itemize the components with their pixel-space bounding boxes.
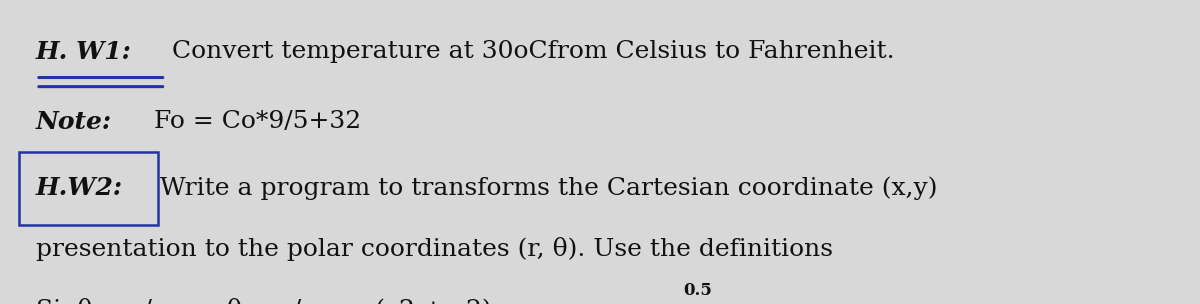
Text: Note:: Note: [36, 110, 112, 133]
Text: H.W2:: H.W2: [36, 177, 124, 200]
Text: presentation to the polar coordinates (r, θ). Use the definitions: presentation to the polar coordinates (r… [36, 237, 833, 261]
Text: 0.5: 0.5 [683, 282, 712, 299]
Text: H. W1:: H. W1: [36, 40, 132, 64]
Text: Convert temperature at 30oC​from Celsius to Fahrenheit.: Convert temperature at 30oC​from Celsius… [172, 40, 894, 63]
Text: Fo = Co*9/5+32: Fo = Co*9/5+32 [154, 110, 361, 133]
Text: Write a program to transforms the Cartesian coordinate (x,y): Write a program to transforms the Cartes… [160, 177, 937, 200]
Text: Sinθ = y/r, cos θ = x/r, r = (x2 + y2): Sinθ = y/r, cos θ = x/r, r = (x2 + y2) [36, 298, 492, 304]
